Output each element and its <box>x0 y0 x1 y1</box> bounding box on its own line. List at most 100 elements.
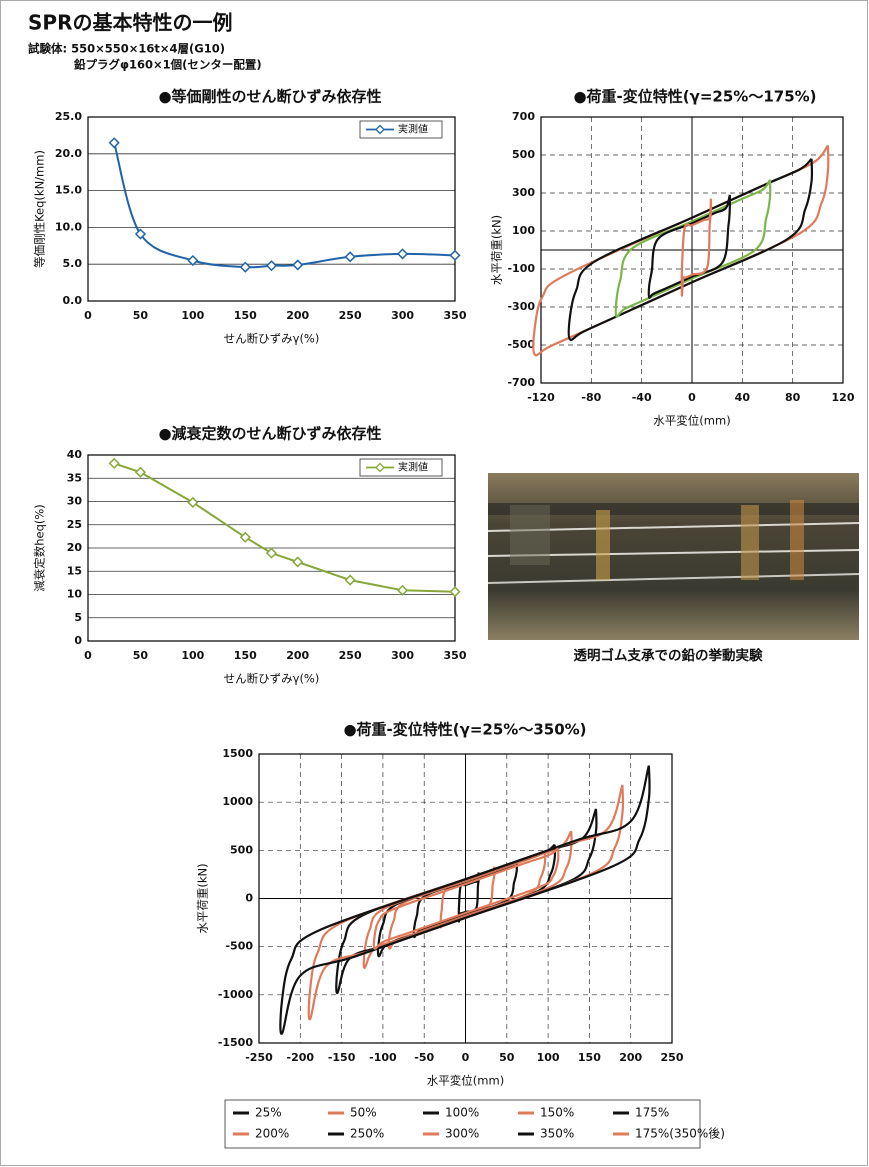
legend-label: 実測値 <box>398 461 428 474</box>
data-point <box>187 254 199 267</box>
x-tick-label: 250 <box>339 649 362 662</box>
x-tick-label: -250 <box>245 1051 273 1064</box>
y-tick-label: 25.0 <box>55 110 82 123</box>
legend-box <box>224 1099 701 1149</box>
data-point <box>239 261 251 273</box>
legend-label: 50% <box>350 1106 377 1120</box>
photo <box>487 473 860 640</box>
x-tick-label: 350 <box>444 649 467 662</box>
y-tick-label: -1500 <box>218 1036 254 1049</box>
data-point <box>449 586 461 598</box>
specimen-line: 鉛プラグφ160×1個(センター配置) <box>74 58 262 72</box>
y-tick-label: 35 <box>67 471 82 484</box>
x-tick-label: 150 <box>234 649 257 662</box>
series-line <box>567 158 814 341</box>
legend-label: 175%(350%後) <box>635 1127 725 1141</box>
chart: ●荷重-変位特性(γ=25%〜175%) -700 -500 -300 -100 100 3… <box>490 88 855 428</box>
y-tick-label: 0 <box>245 892 253 905</box>
x-tick-label: -80 <box>581 391 601 404</box>
x-tick-label: -120 <box>527 391 555 404</box>
series-line <box>387 851 547 950</box>
data-point <box>187 496 199 508</box>
y-tick-label: 10.0 <box>55 220 82 233</box>
y-axis-label: 等価剛性Keq(kN/mm) <box>33 150 47 268</box>
legend-label: 300% <box>445 1127 479 1141</box>
series-line <box>680 198 713 297</box>
series-line <box>113 462 456 593</box>
y-tick-label: 1000 <box>222 795 253 808</box>
x-tick-label: 200 <box>619 1051 642 1064</box>
series-line <box>362 830 573 970</box>
chart: ●等価剛性のせん断ひずみ依存性 0.0 5.0 10.0 15.0 20.0 25.0 0 50… <box>33 88 467 346</box>
legend-label: 25% <box>255 1106 282 1120</box>
y-tick-label: -1000 <box>218 988 254 1001</box>
x-tick-label: 350 <box>444 309 467 322</box>
series-line <box>279 765 651 1035</box>
data-point <box>344 251 356 263</box>
y-tick-label: 0 <box>74 634 82 647</box>
chart: ●減衰定数のせん断ひずみ依存性 0 5 10 15 20 25 30 35 40 0 50 100 150… <box>33 425 467 686</box>
x-tick-label: 0 <box>688 391 696 404</box>
x-axis-label: 水平変位(mm) <box>653 414 730 428</box>
x-tick-label: 80 <box>785 391 801 404</box>
y-tick-label: 100 <box>512 224 535 237</box>
y-tick-label: -500 <box>507 338 535 351</box>
specimen-line: 試験体: 550×550×16t×4層(G10) <box>28 42 225 56</box>
chart-title: ●減衰定数のせん断ひずみ依存性 <box>158 425 381 443</box>
x-tick-label: -150 <box>328 1051 356 1064</box>
x-tick-label: 50 <box>499 1051 515 1064</box>
x-tick-label: 300 <box>391 649 414 662</box>
x-tick-label: 120 <box>832 391 855 404</box>
data-point <box>239 531 251 543</box>
x-tick-label: 40 <box>735 391 751 404</box>
y-tick-label: 15.0 <box>55 184 82 197</box>
y-tick-label: -300 <box>507 300 535 313</box>
y-tick-label: 300 <box>512 186 535 199</box>
chart-title: ●等価剛性のせん断ひずみ依存性 <box>158 88 381 106</box>
y-tick-label: -700 <box>507 376 535 389</box>
legend-label: 200% <box>255 1127 289 1141</box>
plot-frame <box>258 753 673 1044</box>
y-axis-label: 水平荷重(kN) <box>490 215 504 285</box>
y-tick-label: 1500 <box>222 747 253 760</box>
y-tick-label: -500 <box>225 940 253 953</box>
x-tick-label: -200 <box>287 1051 315 1064</box>
y-tick-label: 700 <box>512 110 535 123</box>
legend-label: 100% <box>445 1106 479 1120</box>
y-tick-label: -100 <box>507 262 535 275</box>
data-point <box>397 584 409 596</box>
y-tick-label: 40 <box>67 448 83 461</box>
legend-marker <box>375 462 385 473</box>
plot-frame <box>540 116 844 384</box>
data-point <box>265 547 278 559</box>
data-point <box>292 259 304 271</box>
chart-title: ●荷重-変位特性(γ=25%〜175%) <box>573 88 816 106</box>
y-axis-label: 減衰定数heq(%) <box>33 504 47 592</box>
series-line <box>614 179 772 318</box>
x-tick-label: 250 <box>661 1051 684 1064</box>
x-tick-label: 100 <box>181 649 204 662</box>
y-tick-label: 15 <box>67 564 82 577</box>
y-tick-label: 5 <box>74 611 82 624</box>
chart-title: ●荷重-変位特性(γ=25%〜350%) <box>343 721 586 739</box>
x-tick-label: -40 <box>632 391 652 404</box>
x-tick-label: 0 <box>84 309 92 322</box>
y-tick-label: 30 <box>67 495 83 508</box>
plot-frame <box>87 116 456 302</box>
legend-label: 250% <box>350 1127 384 1141</box>
data-point <box>134 228 146 240</box>
series-line <box>113 142 456 269</box>
x-tick-label: -50 <box>414 1051 434 1064</box>
x-tick-label: 250 <box>339 309 362 322</box>
data-point <box>108 457 120 469</box>
x-tick-label: 50 <box>133 309 149 322</box>
data-point <box>449 249 461 261</box>
x-tick-label: 200 <box>286 309 309 322</box>
series-line <box>335 808 598 995</box>
data-point <box>292 556 304 568</box>
photo-caption: 透明ゴム支承での鉛の挙動実験 <box>574 647 763 664</box>
y-tick-label: 25 <box>67 518 82 531</box>
x-tick-label: 150 <box>578 1051 601 1064</box>
